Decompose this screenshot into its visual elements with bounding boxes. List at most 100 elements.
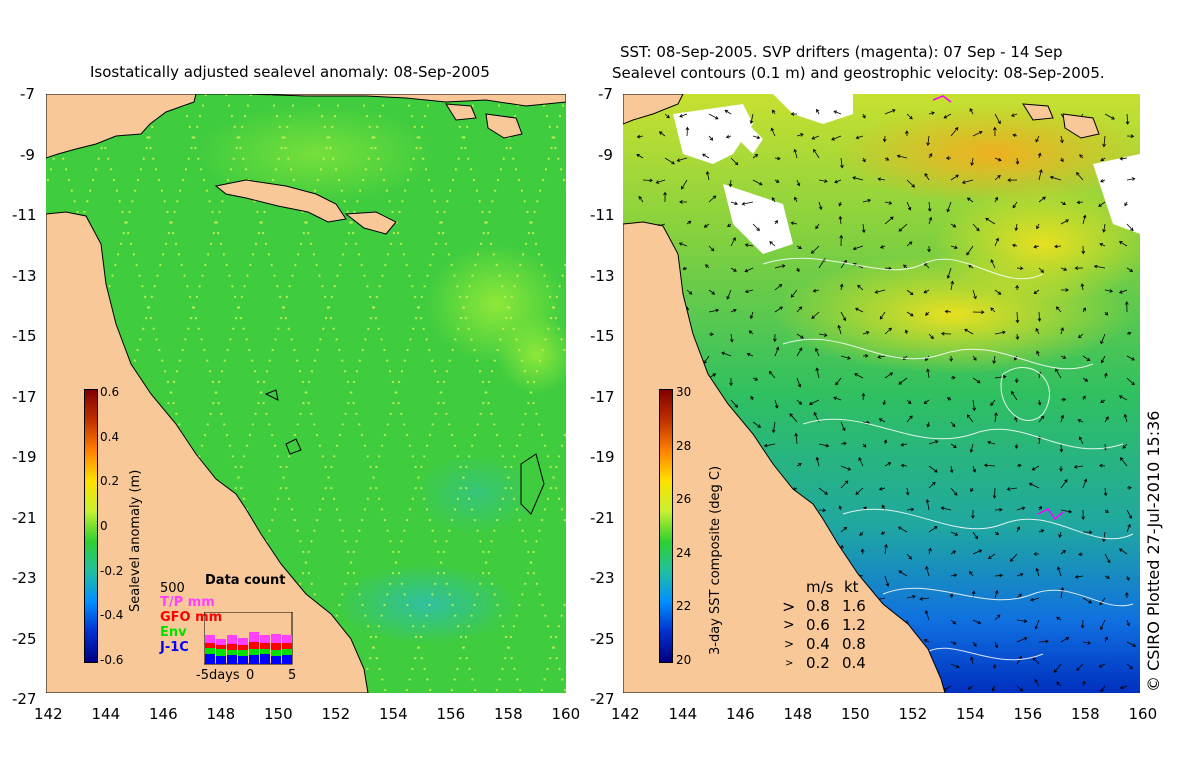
sst-colorbar-tick: 24 [676,545,692,560]
data-count-xtick-neg: -5days [196,668,240,683]
left-latitude-tick: -17 [12,387,37,406]
data-count-bar-segment [227,635,237,644]
data-count-bar-segment [205,635,215,643]
sst-colorbar-tick: 28 [676,438,692,453]
legend-j1c: J-1C [160,640,189,655]
right-longitude-tick: 148 [783,705,813,723]
sst-colorbar-tick: 20 [676,653,692,667]
data-count-bar-segment [205,654,215,664]
left-latitude-tick: -11 [12,206,37,224]
velocity-legend-ms: 0.8 [806,597,830,615]
velocity-legend-kt: 1.6 [842,597,866,615]
right-panel-title-line2: Sealevel contours (0.1 m) and geostrophi… [612,64,1105,82]
sealevel-colorbar-tick: -0.4 [100,608,124,623]
right-longitude-tick: 142 [611,705,640,723]
right-map-graphic [623,94,1140,693]
sealevel-colorbar-tick: 0.4 [100,429,120,444]
left-latitude-tick: -9 [20,145,35,164]
right-latitude-tick: -11 [590,206,615,224]
data-count-bar-segment [238,638,248,645]
sealevel-colorbar-tick: 0.2 [100,474,120,489]
right-latitude-tick: -17 [590,387,615,406]
plot-credit: © CSIRO Plotted 27-Jul-2010 15:36 [1144,410,1163,692]
sealevel-colorbar-tick: -0.2 [100,563,124,578]
legend-gfo: GFO mm [160,610,223,625]
data-count-bars [204,612,293,665]
left-longitude-tick: 144 [91,705,121,723]
data-count-bar-segment [227,655,237,664]
velocity-legend-kt: 0.4 [842,654,866,672]
velocity-legend-header-ms: m/s [806,578,834,596]
right-latitude-tick: -15 [590,327,615,345]
data-count-xtick-pos: 5 [288,668,297,683]
left-panel-title: Isostatically adjusted sealevel anomaly:… [90,63,490,81]
velocity-legend-ms: 0.2 [806,654,830,672]
data-count-bar-segment [216,656,226,664]
right-longitude-tick: 154 [956,705,985,723]
left-longitude-tick: 148 [206,705,236,723]
velocity-legend-ms: 0.6 [806,616,830,634]
right-longitude-tick: 144 [668,705,698,723]
legend-tp: T/P mm [160,595,215,610]
right-latitude-tick: -7 [598,85,613,103]
right-panel-title-line1: SST: 08-Sep-2005. SVP drifters (magenta)… [620,43,1063,61]
data-count-bar-segment [282,649,292,655]
sst-colorbar-label: 3-day SST composite (deg C) [708,465,723,655]
left-latitude-tick: -19 [12,448,37,466]
velocity-legend-arrow-icon: > [785,658,794,669]
data-count-bar-segment [205,643,215,648]
data-count-bar-segment [282,643,292,649]
legend-env: Env [160,625,187,640]
land-australia-right [623,94,946,693]
data-count-bar-segment [271,634,281,643]
land-islands-right [1022,103,1100,139]
data-count-bar-segment [238,650,248,656]
data-count-bar-segment [249,632,259,642]
left-map-graphic [46,94,566,693]
data-count-bar-segment [249,655,259,664]
data-count-bar-segment [249,649,259,655]
velocity-legend-arrow-icon: > [784,637,795,651]
left-longitude-tick: 142 [34,705,63,723]
left-latitude-tick: -25 [12,629,37,648]
data-count-bar-segment [227,650,237,655]
left-latitude-tick: -21 [12,508,37,527]
left-latitude-tick: -15 [12,327,37,345]
sst-colorbar-tick: 26 [676,492,692,507]
velocity-legend-arrow-icon: > [782,597,796,616]
left-latitude-tick: -13 [12,266,37,285]
data-count-title: Data count [205,573,286,588]
data-count-bar-segment [260,643,270,649]
sst-colorbar [659,389,673,663]
sealevel-colorbar-tick: -0.6 [100,653,124,667]
velocity-legend-arrow-icon: > [783,617,795,633]
drifter-track [1037,508,1064,521]
sealevel-colorbar-tick: 0.6 [100,385,120,399]
data-count-bar-segment [205,648,215,654]
data-count-xtick-zero: 0 [246,668,255,683]
velocity-legend-kt: 0.8 [842,635,866,653]
sealevel-colorbar-tick: 0 [100,519,108,533]
data-count-max: 500 [160,581,185,596]
right-longitude-tick: 150 [841,705,870,723]
right-latitude-tick: -27 [590,690,615,708]
right-longitude-tick: 152 [898,705,928,723]
land-australia [46,94,369,693]
right-longitude-tick: 156 [1013,705,1043,723]
right-latitude-tick: -25 [590,629,615,648]
right-latitude-tick: -23 [590,569,615,587]
velocity-legend-ms: 0.4 [806,635,830,653]
data-count-bar-segment [260,654,270,664]
data-count-bar-segment [216,649,226,656]
data-count-bar-segment [238,645,248,650]
sealevel-contours [762,257,1134,661]
data-count-bar-segment [238,656,248,664]
data-count-bar-segment [271,650,281,656]
right-latitude-tick: -9 [598,145,613,164]
data-count-bar-segment [282,655,292,664]
left-longitude-tick: 160 [551,705,581,723]
data-count-bar-segment [271,643,281,650]
data-count-bar-segment [216,645,226,649]
right-latitude-tick: -21 [590,508,615,527]
right-longitude-tick: 160 [1128,705,1158,723]
